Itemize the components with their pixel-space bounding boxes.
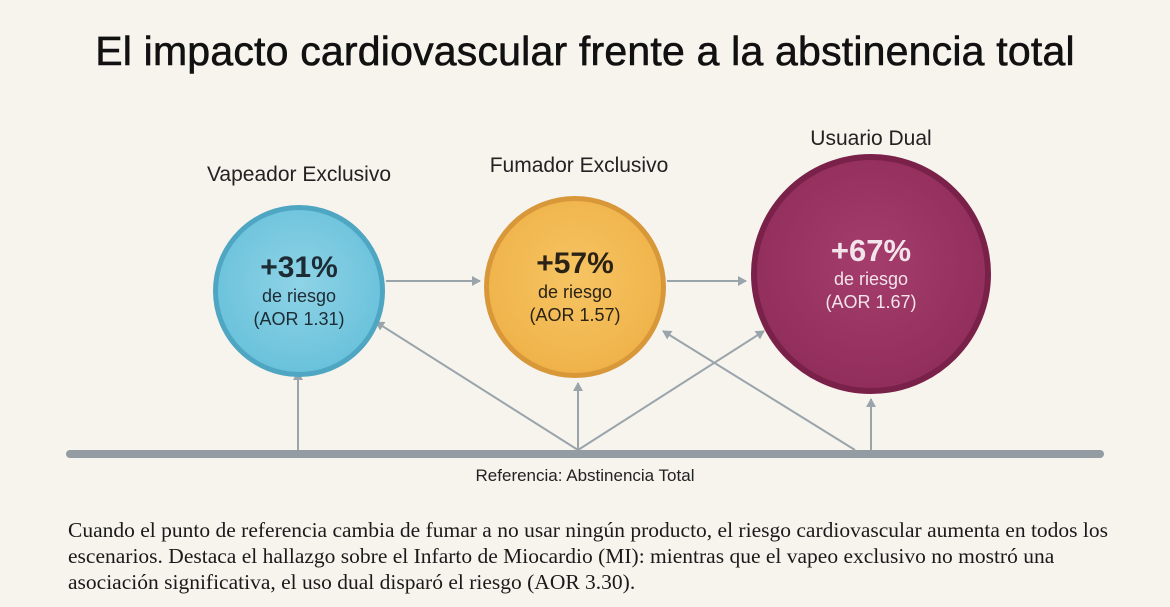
reference-label: Referencia: Abstinencia Total [475,466,695,485]
risk-value: +67% [830,233,912,268]
reference-baseline [66,450,1104,458]
risk-circle-dual: +67% de riesgo (AOR 1.67) [751,154,991,394]
risk-circle-smoker: +57% de riesgo (AOR 1.57) [484,196,666,378]
risk-aor: (AOR 1.31) [253,309,345,329]
risk-subtitle: de riesgo [833,269,909,289]
risk-circle-vaper: +31% de riesgo (AOR 1.31) [213,205,385,377]
arrow-diagonal-to-vaper [375,321,579,451]
description-paragraph: Cuando el punto de referencia cambia de … [68,518,1108,594]
risk-value: +57% [536,247,614,280]
arrow-diagonal-to-smoker [662,330,856,451]
group-label-smoker: Fumador Exclusivo [489,154,669,177]
risk-aor: (AOR 1.67) [825,292,917,312]
arrow-diagonal-to-dual [577,330,765,451]
group-label-dual: Usuario Dual [810,127,932,150]
page-title: El impacto cardiovascular frente a la ab… [95,28,1075,75]
risk-aor: (AOR 1.57) [529,305,621,325]
group-label-vaper: Vapeador Exclusivo [206,163,392,186]
risk-subtitle: de riesgo [537,282,613,302]
risk-subtitle: de riesgo [261,286,337,306]
risk-value: +31% [260,251,338,284]
